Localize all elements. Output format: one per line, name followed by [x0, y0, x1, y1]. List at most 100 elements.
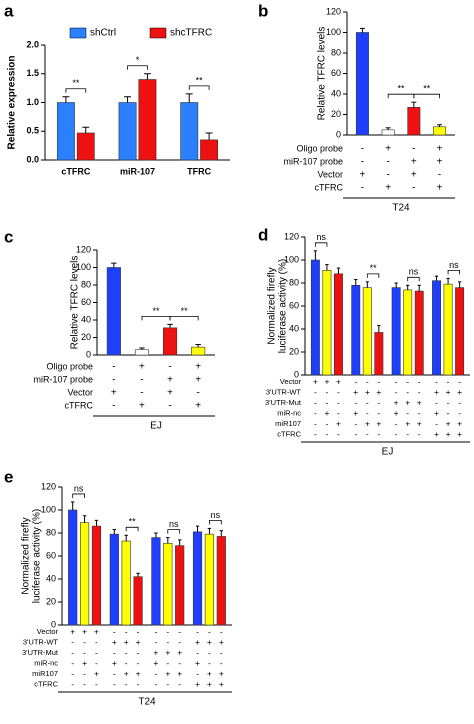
condition-sign: -	[137, 658, 140, 668]
condition-sign: +	[139, 362, 145, 373]
condition-sign: -	[395, 429, 398, 439]
condition-name: miR-nc	[277, 408, 301, 417]
condition-name: Vector	[317, 169, 343, 179]
bar	[56, 102, 75, 161]
condition-name: 3'UTR-WT	[266, 387, 302, 396]
bar	[322, 270, 332, 376]
bar	[91, 525, 102, 626]
condition-sign: -	[314, 418, 317, 428]
condition-name: miR-107 probe	[283, 156, 343, 166]
condition-sign: -	[326, 397, 329, 407]
condition-name: Vector	[37, 627, 59, 636]
condition-sign: +	[434, 408, 439, 418]
condition-sign: -	[220, 647, 223, 657]
condition-sign: +	[457, 387, 462, 397]
bar	[432, 280, 441, 376]
condition-sign: -	[361, 144, 364, 155]
condition-sign: -	[113, 647, 116, 657]
condition-sign: +	[82, 658, 87, 668]
condition-sign: -	[83, 647, 86, 657]
x-tick-label: cTFRC	[61, 166, 91, 176]
significance-label: **	[152, 306, 160, 316]
condition-sign: -	[71, 668, 74, 678]
condition-sign: -	[447, 408, 450, 418]
condition-sign: +	[153, 647, 158, 657]
condition-sign: -	[154, 679, 157, 689]
y-tick-label: 100	[326, 27, 341, 37]
condition-sign: +	[446, 429, 451, 439]
condition-sign: -	[196, 647, 199, 657]
significance-bracket	[65, 88, 87, 93]
bar	[133, 576, 143, 626]
significance-label: **	[129, 517, 137, 527]
condition-sign: +	[94, 668, 99, 678]
panel-label: b	[258, 1, 268, 20]
y-tick-label: 20	[331, 109, 341, 119]
bar	[163, 543, 173, 626]
condition-sign: -	[418, 408, 421, 418]
condition-sign: -	[113, 668, 116, 678]
condition-sign: -	[366, 429, 369, 439]
legend-swatch	[149, 27, 167, 39]
significance-label: **	[181, 306, 189, 316]
condition-sign: +	[353, 387, 358, 397]
condition-sign: -	[337, 408, 340, 418]
condition-sign: -	[95, 637, 98, 647]
legend-label: shCtrl	[90, 28, 116, 39]
condition-sign: -	[314, 387, 317, 397]
condition-sign: -	[418, 376, 421, 386]
condition-sign: -	[220, 658, 223, 668]
condition-sign: -	[377, 376, 380, 386]
condition-sign: -	[418, 387, 421, 397]
condition-sign: -	[354, 376, 357, 386]
y-tick-label: 0.5	[26, 126, 39, 136]
condition-name: 3'UTR-Mut	[265, 398, 302, 407]
y-tick-label: 120	[326, 6, 341, 16]
condition-sign: -	[196, 388, 199, 399]
condition-sign: +	[112, 637, 117, 647]
condition-sign: -	[395, 387, 398, 397]
condition-sign: +	[385, 144, 391, 155]
condition-sign: -	[166, 679, 169, 689]
y-axis-label: Relative expression	[7, 56, 18, 150]
condition-sign: -	[83, 679, 86, 689]
bar	[334, 273, 343, 376]
condition-sign: +	[207, 679, 212, 689]
condition-name: Oligo probe	[46, 361, 93, 371]
condition-sign: +	[365, 418, 370, 428]
x-tick-label: miR-107	[120, 166, 155, 176]
group-label: T24	[392, 203, 410, 214]
condition-sign: +	[219, 679, 224, 689]
condition-sign: +	[177, 668, 182, 678]
legend-label: shcTFRC	[170, 28, 212, 39]
y-tick-label: 80	[331, 47, 341, 57]
significance-label: ns	[169, 519, 179, 529]
y-tick-label: 60	[289, 300, 299, 310]
condition-sign: -	[366, 376, 369, 386]
condition-name: miR-107 probe	[33, 374, 93, 384]
condition-sign: -	[377, 429, 380, 439]
condition-sign: +	[324, 408, 329, 418]
significance-label: **	[370, 263, 378, 273]
y-tick-label: 60	[81, 297, 91, 307]
condition-sign: -	[166, 626, 169, 636]
condition-sign: -	[337, 387, 340, 397]
condition-sign: -	[71, 647, 74, 657]
condition-sign: +	[112, 658, 117, 668]
y-tick-label: 20	[289, 346, 299, 356]
condition-sign: +	[94, 626, 99, 636]
y-tick-label: 0.0	[26, 154, 39, 164]
y-tick-label: 40	[46, 573, 56, 583]
y-tick-label: 20	[46, 596, 56, 606]
condition-sign: +	[324, 376, 329, 386]
condition-sign: +	[411, 170, 417, 181]
significance-label: ns	[316, 232, 326, 242]
bar	[192, 531, 203, 626]
condition-name: Vector	[67, 387, 93, 397]
condition-name: cTFRC	[315, 182, 344, 192]
condition-sign: +	[365, 387, 370, 397]
condition-sign: -	[196, 668, 199, 678]
condition-sign: -	[71, 679, 74, 689]
condition-sign: +	[313, 376, 318, 386]
